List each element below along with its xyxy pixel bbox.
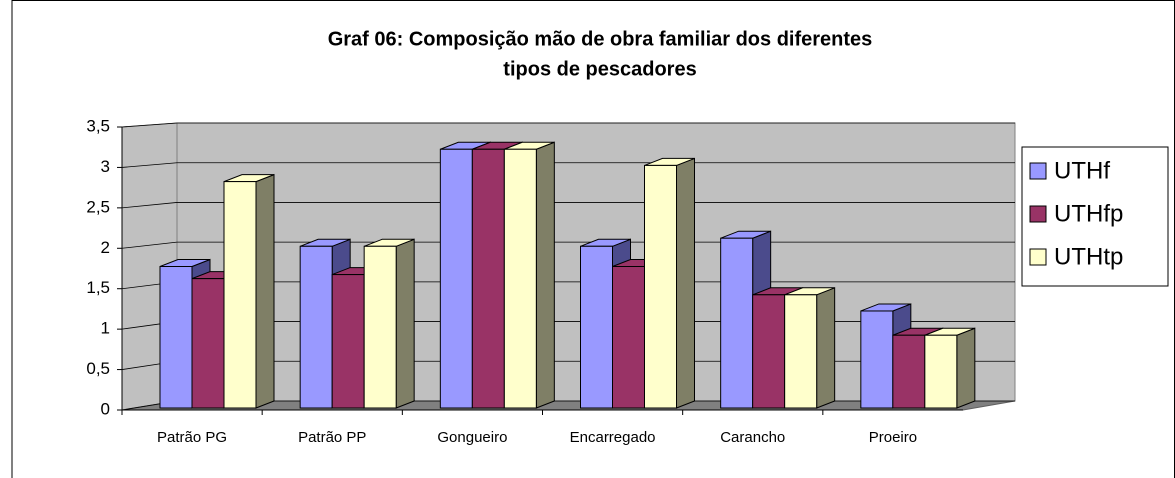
bar-face	[159, 266, 193, 409]
y-tick-label: 3,5	[86, 116, 110, 135]
bar	[503, 141, 555, 409]
x-tick-label: Patrão PG	[157, 429, 227, 446]
legend-label: UTHtp	[1054, 243, 1123, 270]
bar-face	[299, 245, 333, 409]
x-tick-label: Proeiro	[869, 429, 917, 446]
bar-face	[924, 334, 958, 409]
legend-label: UTHfp	[1054, 200, 1123, 227]
grid-line	[121, 122, 1015, 128]
x-tick-label: Patrão PP	[298, 429, 366, 446]
bar-face	[395, 238, 415, 409]
y-tick-label: 0	[101, 399, 110, 418]
bar-face	[784, 294, 818, 409]
y-tick-label: 2,5	[86, 197, 110, 216]
x-tick-label: Carancho	[720, 429, 785, 446]
bar-face	[331, 274, 365, 409]
bar-face	[720, 237, 754, 409]
bar-face	[535, 141, 555, 409]
bar-face	[223, 181, 257, 409]
bar	[924, 327, 976, 409]
bar-face	[956, 327, 976, 409]
x-tick-label: Encarregado	[570, 429, 656, 446]
y-tick-label: 3	[101, 157, 110, 176]
chart-title: Graf 06: Composição mão de obra familiar…	[328, 28, 873, 50]
legend-label: UTHf	[1054, 157, 1110, 184]
bar-face	[363, 245, 397, 409]
legend-swatch	[1029, 205, 1047, 223]
bar	[644, 157, 695, 409]
bar-face	[471, 148, 505, 409]
bar-face	[439, 148, 473, 409]
x-tick-label: Gongueiro	[437, 429, 507, 446]
bar-face	[503, 148, 537, 409]
bar-face	[644, 164, 677, 409]
y-tick-label: 2	[101, 238, 110, 257]
grid-line	[121, 202, 1015, 209]
bar-face	[191, 278, 225, 409]
bar-face	[816, 287, 836, 409]
bar-face	[255, 173, 275, 409]
bar-face	[676, 157, 695, 409]
legend-swatch	[1029, 248, 1047, 266]
y-tick-label: 1	[101, 319, 110, 338]
bar-face	[580, 245, 613, 409]
bar	[223, 173, 275, 409]
bar-face	[892, 334, 926, 409]
bar	[363, 238, 415, 409]
bar-face	[752, 294, 786, 409]
bar-face	[612, 266, 645, 409]
bar-face	[860, 310, 894, 409]
y-tick-label: 0,5	[86, 359, 110, 378]
chart-title: tipos de pescadores	[503, 58, 696, 80]
y-tick-label: 1,5	[86, 278, 110, 297]
grid-line	[121, 162, 1015, 168]
legend-swatch	[1029, 162, 1047, 180]
bar	[784, 287, 836, 409]
